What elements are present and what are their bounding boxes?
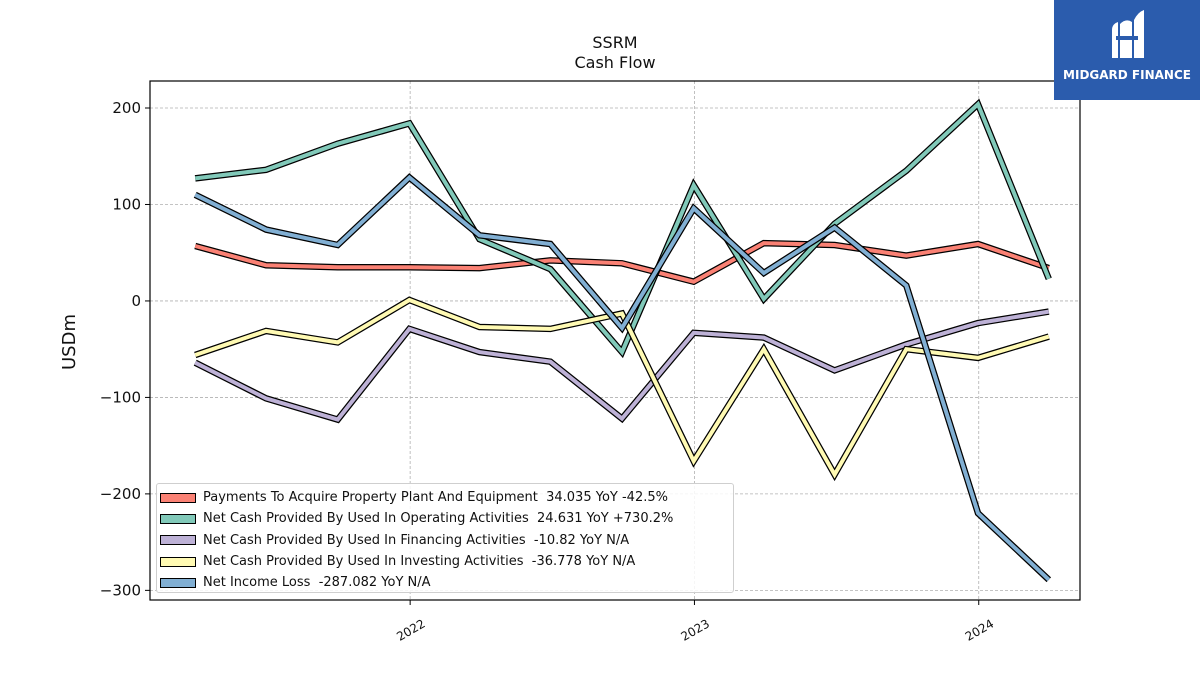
- legend-swatch: [160, 513, 196, 524]
- y-tick-label: 200: [112, 99, 141, 117]
- legend-label: Net Cash Provided By Used In Investing A…: [203, 554, 636, 570]
- logo-text: MIDGARD FINANCE: [1063, 68, 1191, 82]
- x-tick-label: 2022: [394, 616, 427, 643]
- legend: Payments To Acquire Property Plant And E…: [156, 483, 734, 593]
- midgard-finance-logo: MIDGARD FINANCE: [1054, 0, 1200, 100]
- y-tick-label: −200: [100, 485, 141, 503]
- legend-label: Net Cash Provided By Used In Financing A…: [203, 532, 630, 548]
- legend-item: Net Cash Provided By Used In Financing A…: [157, 530, 733, 551]
- series-lines: [193, 98, 1052, 583]
- series-line-payments-to-acquire-property-plant-and-equipment: [194, 241, 1050, 284]
- legend-label: Payments To Acquire Property Plant And E…: [203, 490, 668, 506]
- legend-item: Net Cash Provided By Used In Investing A…: [157, 551, 733, 572]
- y-axis-label: USDm: [59, 314, 80, 370]
- legend-label: Net Cash Provided By Used In Operating A…: [203, 511, 674, 527]
- y-tick-label: −100: [100, 388, 141, 406]
- logo-mark-icon: [1112, 10, 1144, 58]
- legend-item: Net Cash Provided By Used In Operating A…: [157, 508, 733, 529]
- series-line-net-cash-provided-by-used-in-operating-activities: [194, 100, 1051, 356]
- legend-item: Net Income Loss -287.082 YoY N/A: [157, 572, 733, 593]
- legend-item: Payments To Acquire Property Plant And E…: [157, 487, 733, 508]
- legend-swatch: [160, 577, 196, 588]
- x-tick-label: 2023: [678, 616, 711, 643]
- series-line-net-income-loss: [194, 174, 1051, 582]
- y-tick-label: 0: [131, 292, 141, 310]
- legend-label: Net Income Loss -287.082 YoY N/A: [203, 575, 431, 591]
- series-line-net-cash-provided-by-used-in-financing-activities: [194, 309, 1050, 422]
- x-axis-ticks: 2022 2023 2024: [394, 600, 996, 644]
- x-tick-label: 2024: [963, 616, 996, 643]
- plot-frame: [149, 80, 1081, 601]
- legend-swatch: [160, 556, 196, 567]
- legend-swatch: [160, 492, 196, 503]
- chart-title: SSRM: [592, 33, 637, 52]
- y-tick-label: −300: [100, 581, 141, 599]
- legend-swatch: [160, 535, 196, 546]
- y-axis-ticks: 200 100 0 −100 −200 −300: [100, 99, 150, 599]
- series-line-net-cash-provided-by-used-in-investing-activities: [194, 297, 1050, 479]
- y-tick-label: 100: [112, 195, 141, 213]
- chart-subtitle: Cash Flow: [574, 53, 655, 72]
